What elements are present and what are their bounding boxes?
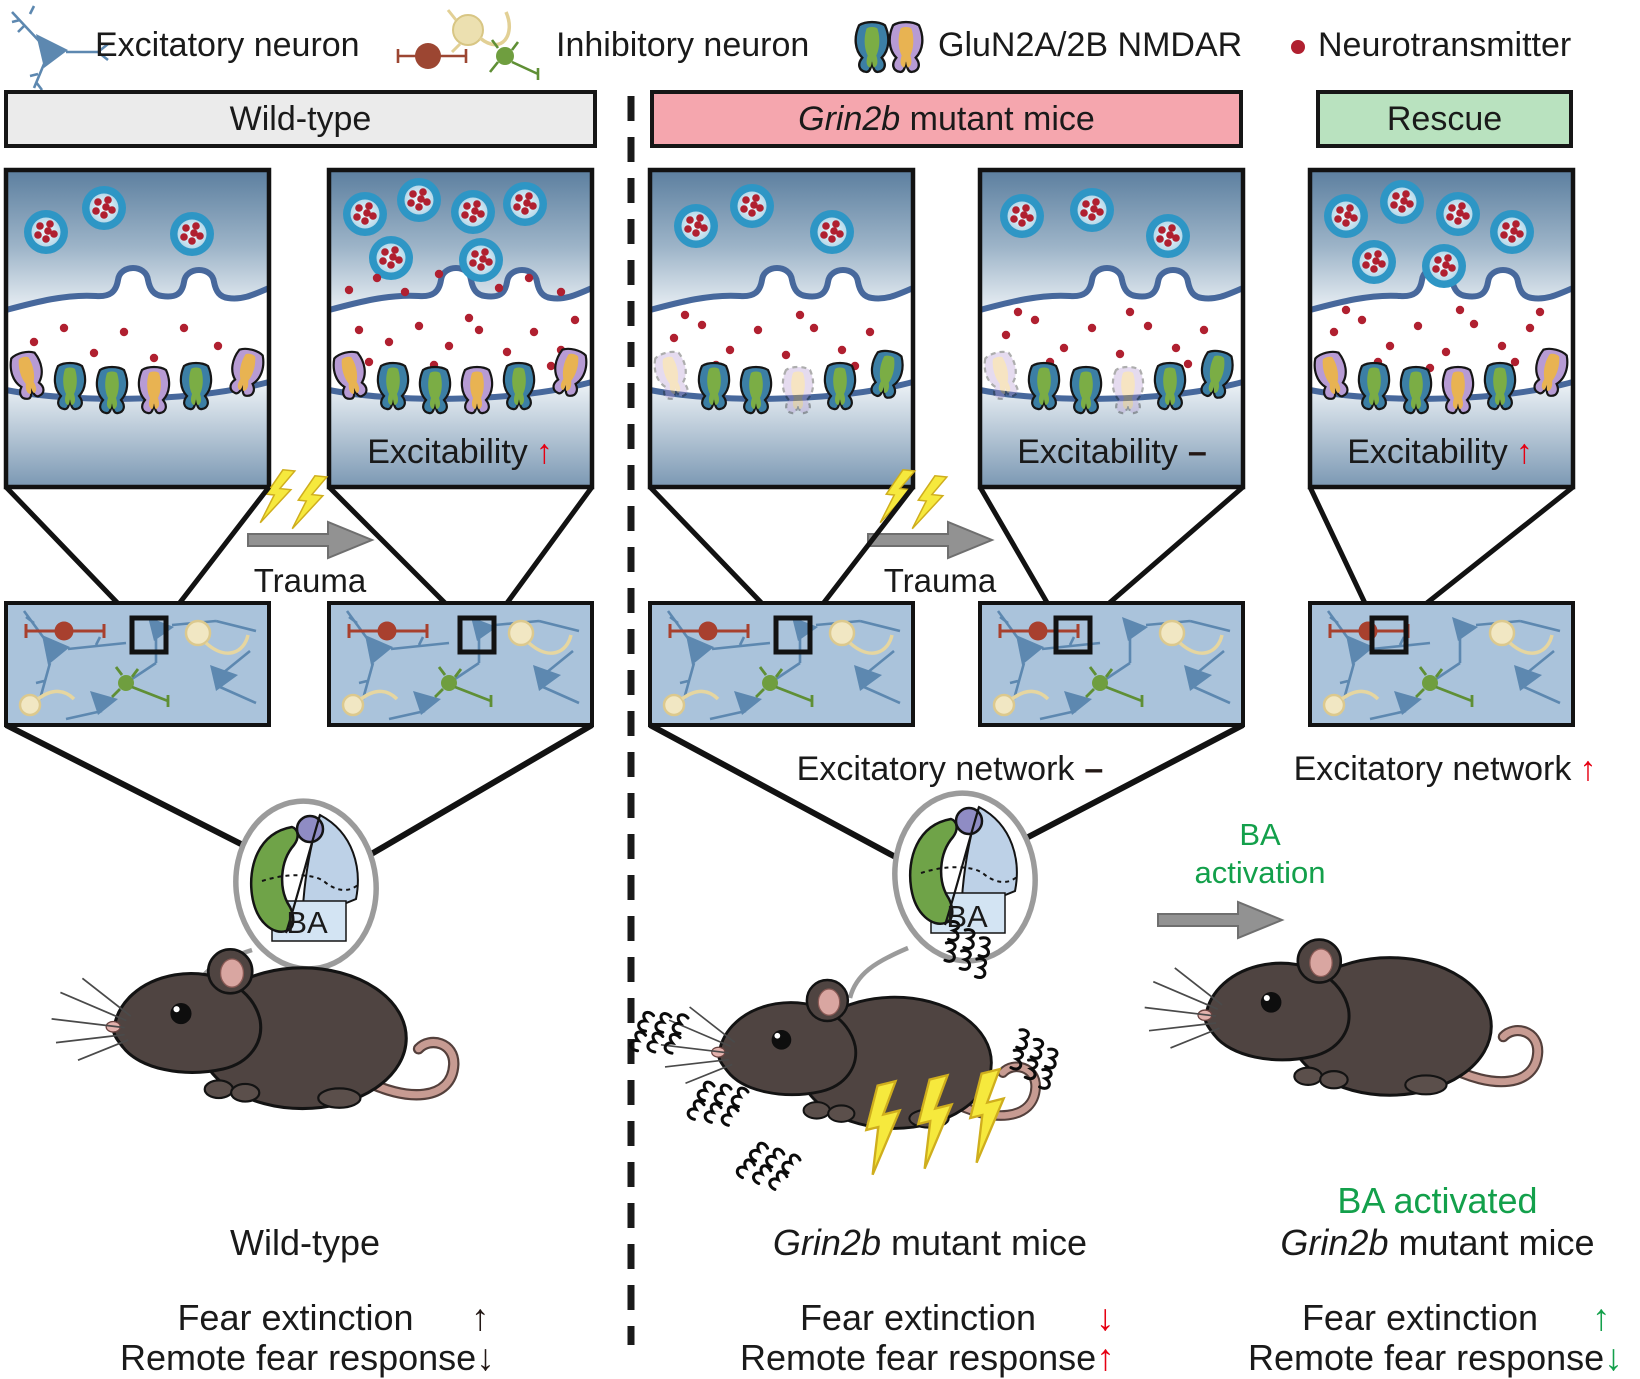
brain-funnel-lines (4, 722, 1245, 888)
zoom-squares (129, 615, 1409, 655)
excitatory-neuron-icon (11, 5, 109, 91)
footshock-bolts (850, 1067, 1022, 1176)
excitability-label-wt: Excitability ↑ (367, 433, 553, 471)
network-panel-mutant-baseline (648, 601, 915, 727)
header-wild-type-label: Wild-type (229, 99, 372, 138)
network-panel-mutant-trauma (978, 601, 1245, 727)
mouse-rescue (1145, 940, 1538, 1096)
caption-mutant: Grin2b mutant mice (772, 1222, 1088, 1263)
down-arrow-icon: ↓ (476, 1337, 495, 1378)
ba-activation-label: BA activation (1194, 817, 1326, 890)
up-arrow-icon: ↑ (1096, 1337, 1115, 1378)
ba-label-wt: BA (286, 905, 328, 940)
trauma-label-wt: Trauma (253, 562, 367, 599)
outcome-rescue-fear-extinction: Fear extinction ↑ (1248, 1297, 1636, 1338)
ba-label-mutant: BA (946, 899, 988, 934)
network-panel-rescue (1308, 601, 1575, 727)
caption-rescue-ba-activated: BA activated (1337, 1180, 1538, 1221)
down-arrow-icon: ↓ (1096, 1297, 1115, 1338)
legend-inhibitory-label: Inhibitory neuron (556, 26, 810, 64)
network-panel-wt-baseline (4, 601, 271, 727)
up-arrow-icon: ↑ (471, 1297, 490, 1338)
trauma-arrow-wt (247, 521, 373, 559)
brain-diagram-mutant (887, 786, 1044, 968)
synapse-panel-wt-trauma (329, 170, 592, 487)
inhibitory-neuron-icons (396, 9, 540, 80)
synapse-panel-mutant-baseline (650, 170, 913, 487)
header-mutant: Grin2b mutant mice (650, 90, 1243, 148)
synapse-panel-rescue (1310, 170, 1573, 487)
header-rescue-label: Rescue (1386, 99, 1503, 138)
no-change-icon: – (1084, 750, 1104, 788)
header-wild-type: Wild-type (4, 90, 597, 148)
header-mutant-rest: mutant mice (900, 99, 1095, 138)
legend-nmdar-label: GluN2A/2B NMDAR (938, 26, 1243, 64)
mouse-wild-type (52, 949, 454, 1108)
excitability-label-mutant: Excitability – (1017, 433, 1207, 471)
trauma-label-mutant: Trauma (883, 562, 997, 599)
up-arrow-icon: ↑ (1579, 750, 1597, 788)
header-mutant-gene: Grin2b (798, 99, 901, 138)
outcome-wt-fear-extinction: Fear extinction ↑ (120, 1297, 515, 1338)
caption-wild-type: Wild-type (229, 1222, 381, 1263)
outcome-rescue-remote-fear: Remote fear response ↓ (1248, 1337, 1636, 1378)
caption-rescue: Grin2b mutant mice (1280, 1222, 1595, 1263)
no-change-icon: – (1187, 433, 1207, 471)
synapse-panel-mutant-trauma (980, 170, 1243, 487)
nmdar-icons (854, 20, 924, 74)
outcome-mutant-fear-extinction: Fear extinction ↓ (740, 1297, 1140, 1338)
down-arrow-icon: ↓ (1604, 1337, 1623, 1378)
up-arrow-icon: ↑ (535, 433, 553, 471)
brain-mouse-connector-mutant (847, 945, 909, 999)
header-rescue: Rescue (1316, 90, 1573, 148)
up-arrow-icon: ↑ (1515, 433, 1533, 471)
legend-neurotransmitter-label: Neurotransmitter (1318, 26, 1572, 64)
network-label-mutant: Excitatory network – (796, 750, 1104, 788)
excitability-label-rescue: Excitability ↑ (1347, 433, 1533, 471)
neurotransmitter-icon (1291, 40, 1305, 54)
trauma-arrow-mutant (867, 521, 993, 559)
ba-activation-arrow (1157, 901, 1283, 939)
synapse-panel-wt-baseline (6, 170, 269, 487)
up-arrow-icon: ↑ (1592, 1297, 1611, 1338)
outcome-mutant-remote-fear: Remote fear response ↑ (740, 1337, 1140, 1378)
outcome-wt-remote-fear: Remote fear response ↓ (120, 1337, 515, 1378)
zoom-funnel-lines (4, 485, 1575, 620)
legend-excitatory-label: Excitatory neuron (95, 26, 360, 64)
network-label-rescue: Excitatory network ↑ (1293, 750, 1597, 788)
